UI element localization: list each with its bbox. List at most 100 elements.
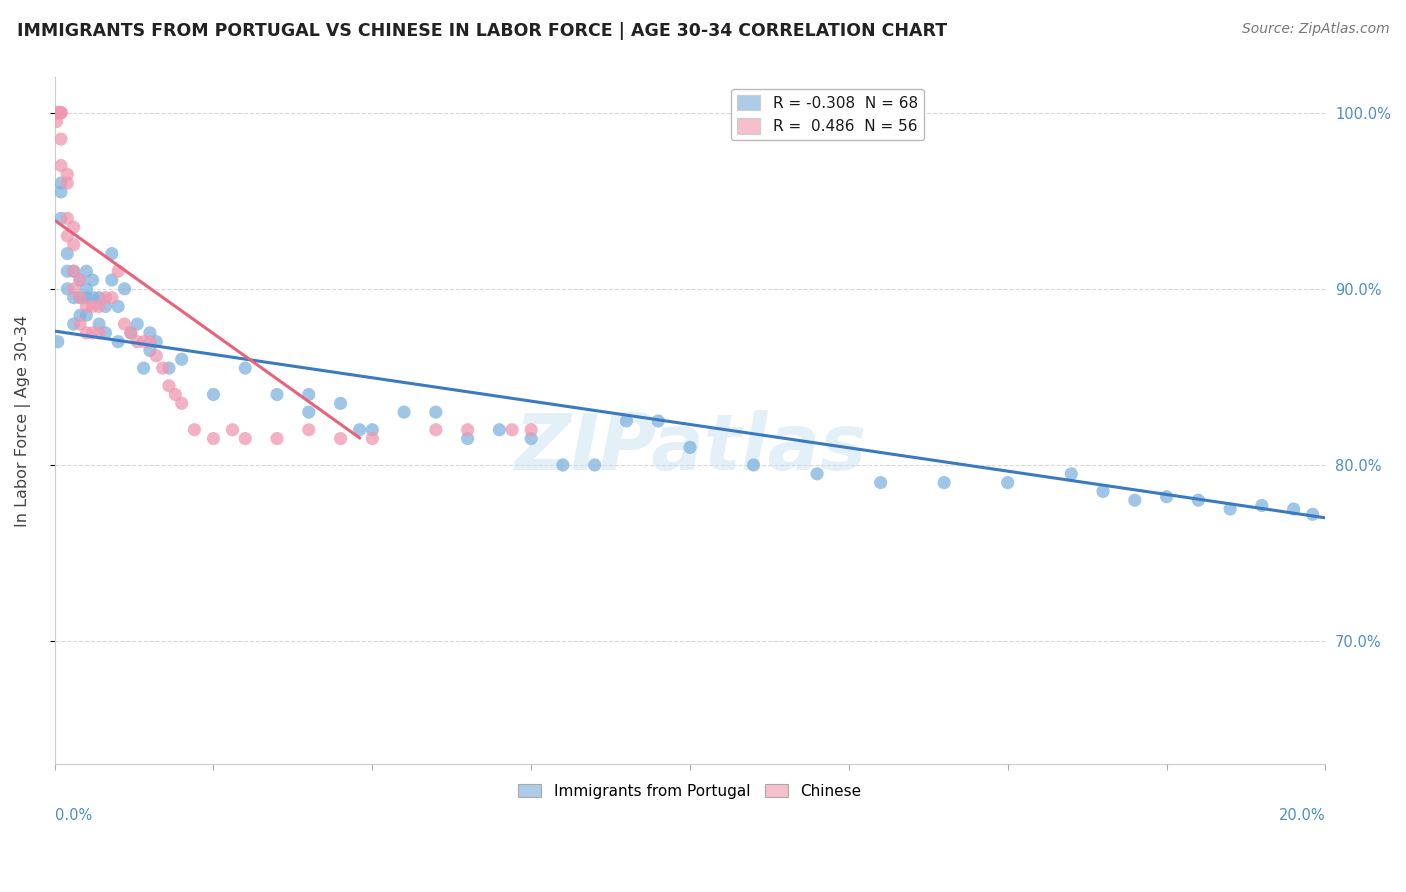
Point <box>94 291 117 305</box>
Point <box>349 423 371 437</box>
Point <box>56 167 79 181</box>
Point <box>46 105 69 120</box>
Point <box>45 105 67 120</box>
Point <box>457 432 479 446</box>
Point <box>501 423 523 437</box>
Point <box>139 326 162 340</box>
Point <box>616 414 638 428</box>
Point <box>329 396 352 410</box>
Point <box>806 467 828 481</box>
Point <box>120 326 142 340</box>
Text: ZIPatlas: ZIPatlas <box>513 410 866 486</box>
Point <box>45 105 67 120</box>
Point <box>87 291 110 305</box>
Point <box>145 349 167 363</box>
Point <box>583 458 606 472</box>
Point <box>46 334 69 349</box>
Text: Source: ZipAtlas.com: Source: ZipAtlas.com <box>1241 22 1389 37</box>
Point <box>69 291 91 305</box>
Point <box>183 423 205 437</box>
Point <box>87 317 110 331</box>
Point <box>139 343 162 358</box>
Point <box>202 432 225 446</box>
Point <box>298 423 321 437</box>
Point <box>1282 502 1305 516</box>
Point <box>145 334 167 349</box>
Point <box>62 282 84 296</box>
Point <box>107 264 129 278</box>
Point <box>1250 499 1272 513</box>
Point <box>45 114 67 128</box>
Point <box>94 326 117 340</box>
Point <box>94 300 117 314</box>
Point <box>361 432 384 446</box>
Point <box>62 237 84 252</box>
Point <box>87 326 110 340</box>
Point <box>170 352 193 367</box>
Point <box>46 105 69 120</box>
Point <box>120 326 142 340</box>
Point <box>1302 508 1324 522</box>
Point <box>62 317 84 331</box>
Point <box>56 264 79 278</box>
Point <box>1092 484 1115 499</box>
Point <box>75 326 97 340</box>
Point <box>152 361 174 376</box>
Point <box>266 432 288 446</box>
Point <box>647 414 669 428</box>
Point <box>82 326 104 340</box>
Point <box>101 246 124 260</box>
Point <box>139 334 162 349</box>
Point <box>56 282 79 296</box>
Text: 0.0%: 0.0% <box>55 808 91 823</box>
Point <box>157 361 180 376</box>
Point <box>170 396 193 410</box>
Point <box>82 291 104 305</box>
Point <box>520 423 543 437</box>
Point <box>132 361 155 376</box>
Point <box>87 300 110 314</box>
Point <box>49 185 72 199</box>
Point <box>69 273 91 287</box>
Point <box>551 458 574 472</box>
Point <box>62 264 84 278</box>
Point <box>101 291 124 305</box>
Point <box>69 273 91 287</box>
Point <box>107 300 129 314</box>
Point <box>107 334 129 349</box>
Point <box>679 441 702 455</box>
Point <box>49 132 72 146</box>
Point <box>457 423 479 437</box>
Point <box>361 423 384 437</box>
Point <box>75 300 97 314</box>
Point <box>56 176 79 190</box>
Point <box>49 105 72 120</box>
Point <box>62 220 84 235</box>
Point <box>202 387 225 401</box>
Point <box>1156 490 1178 504</box>
Point <box>298 387 321 401</box>
Point <box>75 282 97 296</box>
Point <box>488 423 510 437</box>
Point <box>69 317 91 331</box>
Text: IMMIGRANTS FROM PORTUGAL VS CHINESE IN LABOR FORCE | AGE 30-34 CORRELATION CHART: IMMIGRANTS FROM PORTUGAL VS CHINESE IN L… <box>17 22 948 40</box>
Point <box>56 246 79 260</box>
Point <box>49 105 72 120</box>
Point <box>1187 493 1209 508</box>
Point <box>1123 493 1146 508</box>
Point <box>62 264 84 278</box>
Point <box>127 317 149 331</box>
Point <box>82 273 104 287</box>
Legend: R = -0.308  N = 68, R =  0.486  N = 56: R = -0.308 N = 68, R = 0.486 N = 56 <box>731 88 924 140</box>
Point <box>1219 502 1241 516</box>
Point <box>221 423 243 437</box>
Point <box>1060 467 1083 481</box>
Point <box>233 361 256 376</box>
Point <box>425 405 447 419</box>
Point <box>869 475 891 490</box>
Point <box>75 308 97 322</box>
Point <box>69 291 91 305</box>
Point <box>101 273 124 287</box>
Point <box>233 432 256 446</box>
Point <box>266 387 288 401</box>
